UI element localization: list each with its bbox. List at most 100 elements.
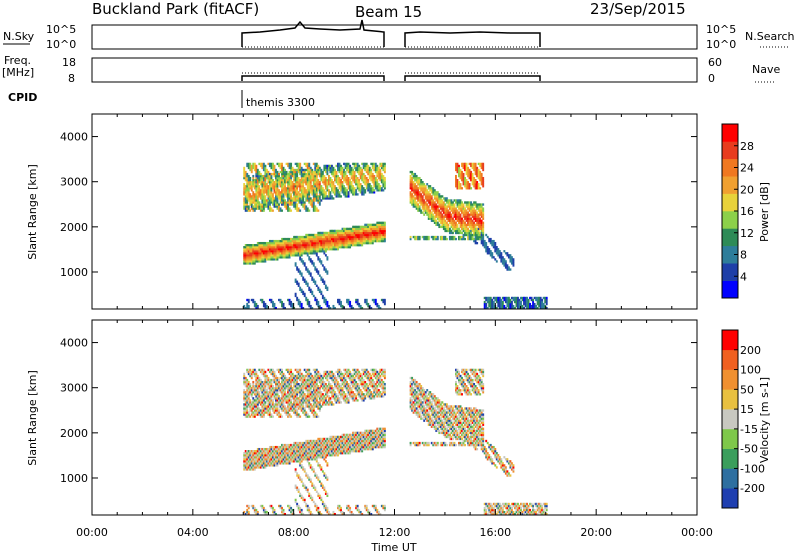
- heatmap-cell: [243, 397, 246, 400]
- heatmap-cell: [246, 164, 249, 168]
- heatmap-cell: [447, 203, 450, 206]
- heatmap-cell: [412, 195, 415, 198]
- heatmap-cell: [417, 237, 420, 241]
- heatmap-cell: [337, 193, 339, 196]
- heatmap-cell: [282, 450, 285, 453]
- heatmap-cell: [282, 405, 285, 408]
- heatmap-cell: [267, 176, 270, 180]
- heatmap-cell: [250, 372, 253, 376]
- heatmap-cell: [477, 217, 480, 220]
- heatmap-cell: [262, 411, 265, 414]
- heatmap-cell: [270, 174, 273, 178]
- heatmap-cell: [347, 298, 350, 302]
- heatmap-cell: [256, 460, 259, 463]
- heatmap-cell: [373, 181, 376, 184]
- heatmap-cell: [315, 233, 318, 237]
- heatmap-cell: [315, 162, 318, 166]
- heatmap-cell: [288, 385, 291, 388]
- heatmap-cell: [255, 179, 258, 182]
- heatmap-cell: [279, 197, 282, 200]
- heatmap-cell: [462, 219, 465, 222]
- heatmap-cell: [255, 260, 258, 263]
- heatmap-cell: [246, 468, 249, 471]
- heatmap-cell: [464, 229, 466, 233]
- heatmap-cell: [300, 235, 303, 239]
- heatmap-cell: [461, 223, 463, 227]
- heatmap-cell: [276, 454, 279, 457]
- heatmap-cell: [261, 380, 264, 384]
- heatmap-cell: [296, 179, 299, 182]
- heatmap-cell: [303, 239, 306, 243]
- heatmap-cell: [459, 183, 462, 186]
- heatmap-cell: [435, 207, 438, 210]
- heatmap-cell: [338, 168, 341, 172]
- heatmap-cell: [444, 229, 447, 233]
- heatmap-cell: [250, 376, 253, 380]
- heatmap-cell: [382, 176, 385, 180]
- heatmap-cell: [275, 183, 277, 186]
- heatmap-cell: [281, 193, 283, 196]
- heatmap-cell: [330, 233, 333, 237]
- heatmap-cell: [349, 235, 352, 239]
- heatmap-cell: [247, 411, 250, 414]
- heatmap-cell: [412, 176, 415, 180]
- heatmap-cell: [290, 252, 293, 255]
- heatmap-cell: [318, 197, 321, 200]
- heatmap-cell: [337, 162, 339, 166]
- heatmap-cell: [291, 170, 294, 174]
- heatmap-cell: [252, 199, 255, 202]
- heatmap-cell: [261, 181, 264, 184]
- heatmap-cell: [371, 166, 374, 170]
- heatmap-cell: [270, 193, 273, 196]
- heatmap-cell: [253, 510, 256, 514]
- heatmap-cell: [299, 248, 302, 251]
- heatmap-cell: [285, 458, 288, 461]
- heatmap-cell: [379, 223, 382, 227]
- heatmap-cell: [265, 258, 268, 261]
- heatmap-cell: [271, 391, 274, 394]
- heatmap-cell: [530, 298, 533, 302]
- heatmap-cell: [447, 225, 450, 229]
- heatmap-cell: [261, 393, 264, 396]
- heatmap-cell: [302, 179, 305, 182]
- heatmap-cell: [308, 197, 311, 200]
- heatmap-cell: [273, 205, 276, 208]
- heatmap-cell: [515, 298, 518, 302]
- heatmap-cell: [412, 183, 415, 186]
- heatmap-cell: [459, 229, 462, 233]
- heatmap-cell: [288, 401, 291, 404]
- heatmap-cell: [482, 168, 485, 172]
- heatmap-cell: [335, 189, 338, 192]
- heatmap-cell: [303, 172, 306, 176]
- heatmap-cell: [441, 207, 444, 210]
- heatmap-cell: [250, 250, 253, 253]
- heatmap-cell: [359, 306, 362, 310]
- heatmap-cell: [355, 233, 358, 237]
- heatmap-cell: [477, 209, 480, 212]
- heatmap-cell: [255, 456, 258, 459]
- heatmap-cell: [258, 409, 261, 412]
- heatmap-cell: [264, 172, 267, 176]
- heatmap-cell: [312, 199, 315, 202]
- heatmap-cell: [382, 237, 385, 241]
- heatmap-cell: [343, 193, 345, 196]
- heatmap-cell: [261, 454, 264, 457]
- heatmap-cell: [265, 407, 268, 410]
- heatmap-cell: [323, 237, 326, 241]
- heatmap-cell: [268, 181, 271, 184]
- heatmap-cell: [262, 368, 265, 372]
- heatmap-cell: [455, 217, 457, 220]
- heatmap-cell: [250, 248, 253, 251]
- heatmap-cell: [256, 252, 259, 255]
- heatmap-cell: [324, 248, 327, 251]
- heatmap-cell: [293, 197, 296, 200]
- heatmap-cell: [243, 199, 246, 202]
- heatmap-cell: [338, 235, 341, 239]
- heatmap-cell: [297, 179, 300, 182]
- heatmap-cell: [476, 181, 479, 184]
- heatmap-cell: [261, 456, 264, 459]
- heatmap-cell: [308, 233, 311, 237]
- heatmap-cell: [287, 458, 290, 461]
- heatmap-cell: [282, 407, 285, 410]
- heatmap-cell: [281, 199, 283, 202]
